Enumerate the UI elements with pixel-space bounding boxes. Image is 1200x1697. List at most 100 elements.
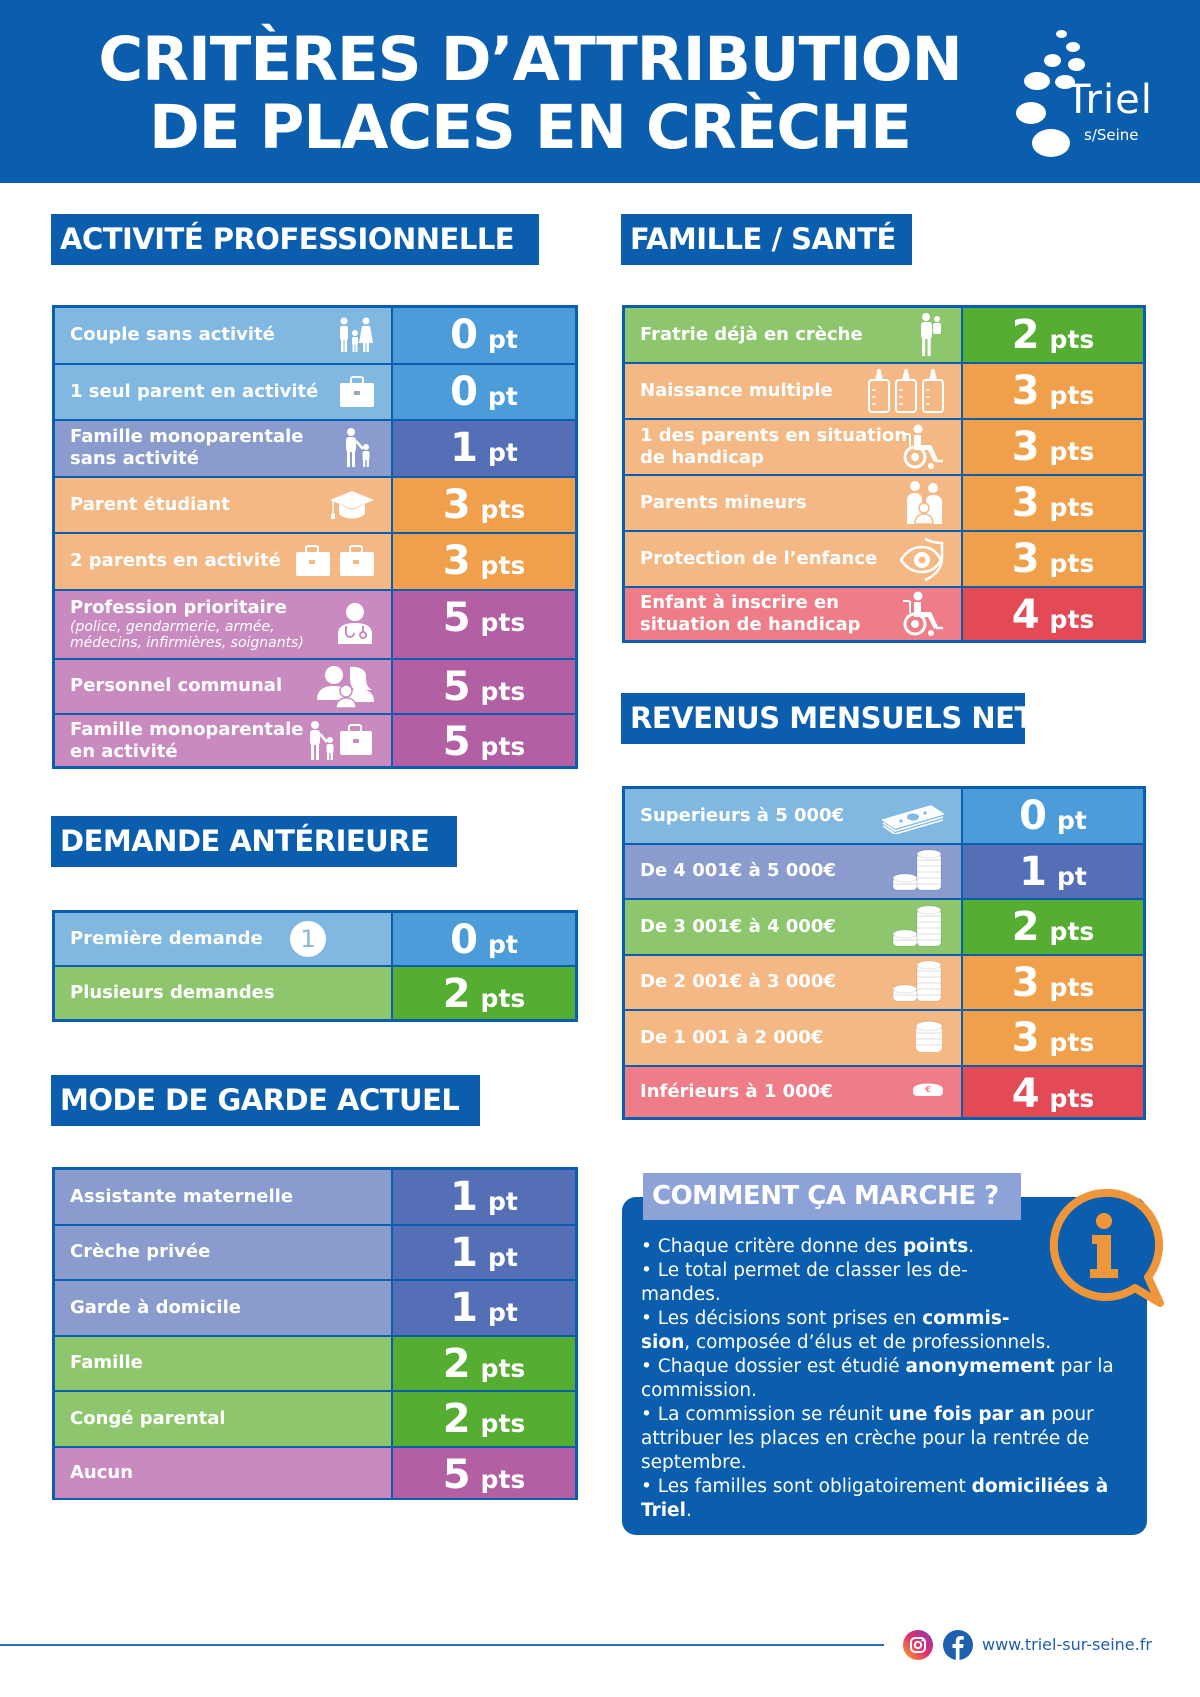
table-row: Première demande 1 0 pt — [55, 913, 575, 965]
points-unit: pts — [1049, 325, 1095, 354]
table-row: Crèche privée 1 pt — [55, 1225, 575, 1279]
section-title-revenus: REVENUS MENSUELS NET — [621, 693, 1034, 744]
points-value: 2 pts — [963, 308, 1143, 362]
criterion-text: De 4 001€ à 5 000€ — [640, 860, 836, 882]
criterion-label: Famille monoparentale sans activité — [55, 421, 391, 476]
points-unit: pts — [1049, 1028, 1095, 1057]
info-icon — [1049, 1188, 1164, 1307]
table-row: Famille 2 pts — [55, 1336, 575, 1390]
criterion-label: 2 parents en activité — [55, 534, 391, 589]
points-number: 0 — [450, 312, 478, 358]
coin-stack-icon — [913, 1020, 945, 1056]
points-unit: pt — [487, 325, 518, 354]
criterion-label: Crèche privée — [55, 1225, 391, 1279]
shield-eye-icon — [899, 536, 945, 582]
criterion-text: Enfant à inscrire en situation de handic… — [640, 592, 861, 635]
table-row: Garde à domicile 1 pt — [55, 1281, 575, 1335]
table-row: Superieurs à 5 000€ 0 pt — [625, 789, 1143, 843]
page-title: CRITÈRES D’ATTRIBUTION DE PLACES EN CRÈC… — [60, 26, 1000, 162]
criterion-label: Congé parental — [55, 1392, 391, 1446]
points-unit: pts — [480, 984, 526, 1013]
logo-subtitle: s/Seine — [1084, 126, 1139, 144]
points-unit: pt — [487, 381, 518, 411]
criterion-text: Protection de l’enfance — [640, 548, 878, 569]
table-demande-anterieure: Première demande 1 0 pt Plusieurs demandes 2 p… — [52, 910, 578, 1022]
info-bullet-text: • La commission se réunit — [641, 1404, 889, 1425]
points-number: 0 — [450, 368, 478, 415]
info-bullet: • Chaque critère donne des points. — [641, 1235, 1141, 1259]
info-bullet: • La commission se réunit une fois par a… — [641, 1403, 1141, 1475]
table-famille-sante: Fratrie déjà en crèche 2 pts Naissance mult… — [622, 305, 1146, 643]
table-row: Congé parental 2 pts — [55, 1392, 575, 1446]
banknotes-icon — [881, 798, 945, 834]
points-value: 1 pt — [393, 1281, 575, 1335]
criterion-label: De 3 001€ à 4 000€ — [625, 900, 961, 954]
criterion-label: Inférieurs à 1 000€ € — [625, 1066, 961, 1117]
info-bullet-continuation: attribuer les places en crèche pour la r… — [641, 1428, 1090, 1449]
table-row: De 3 001€ à 4 000€ 2 pts — [625, 900, 1143, 954]
criterion-text: Assistante maternelle — [70, 1185, 294, 1207]
points-value: 1 pt — [393, 1225, 575, 1279]
points-unit: pts — [1049, 917, 1095, 946]
criterion-text: Personnel communal — [70, 675, 283, 697]
criterion-label: Famille monoparentale en activité — [55, 715, 391, 766]
points-number: 1 — [450, 1174, 478, 1220]
info-bullet-text: par la — [1054, 1356, 1114, 1377]
points-unit: pts — [480, 676, 526, 706]
criterion-label: 1 des parents en situation de handicap — [625, 420, 961, 474]
table-row: Couple sans activité 0 pt — [55, 308, 575, 363]
points-number: 3 — [1011, 480, 1040, 526]
criterion-text: Famille monoparentale sans activité — [70, 426, 304, 470]
wheelchair-icon — [901, 424, 945, 470]
info-bullet-emphasis: points — [902, 1236, 969, 1257]
points-value: 1 pt — [393, 421, 575, 476]
points-unit: pts — [480, 494, 526, 524]
section-title-demande: DEMANDE ANTÉRIEURE — [51, 816, 457, 867]
points-unit: pts — [480, 732, 526, 761]
info-bullet-text: • Le total permet de classer les de- — [641, 1260, 968, 1281]
table-row: 1 des parents en situation de handicap 3 p… — [625, 420, 1143, 474]
points-value: 3 pts — [963, 476, 1143, 530]
points-unit: pts — [1049, 437, 1095, 466]
criterion-label: Couple sans activité — [55, 308, 391, 363]
parent-carrying-child-icon — [915, 312, 945, 358]
baby-bottles-icon — [867, 368, 945, 414]
table-row: Fratrie déjà en crèche 2 pts — [625, 308, 1143, 362]
young-parents-icon — [905, 480, 945, 526]
criterion-text: 1 des parents en situation de handicap — [640, 425, 908, 468]
criterion-text: Famille monoparentale en activité — [70, 718, 304, 762]
criterion-label: Aucun — [55, 1447, 391, 1498]
criterion-label: Fratrie déjà en crèche — [625, 308, 961, 362]
table-row: Naissance multiple 3 pts — [625, 364, 1143, 418]
points-unit: pts — [480, 607, 526, 637]
criterion-label: Famille — [55, 1336, 391, 1390]
coin-stacks-icon — [889, 959, 945, 1005]
info-text: • Chaque critère donne des points. • Le t… — [641, 1235, 1141, 1523]
criterion-text: Première demande — [70, 928, 263, 949]
website-link[interactable]: www.triel-sur-seine.fr — [982, 1635, 1152, 1654]
points-value: 3 pts — [963, 1011, 1143, 1065]
info-bullet-continuation: Triel. — [641, 1499, 1141, 1523]
facebook-icon[interactable] — [943, 1630, 973, 1660]
points-value: 4 pts — [963, 588, 1143, 640]
points-number: 4 — [1011, 1070, 1040, 1117]
points-number: 1 — [1019, 848, 1047, 895]
table-row: Protection de l’enfance 3 pts — [625, 532, 1143, 586]
criterion-label: Profession prioritaire (police, gendarmer… — [55, 590, 391, 658]
criterion-label: Assistante maternelle — [55, 1170, 391, 1224]
points-number: 2 — [442, 1396, 471, 1442]
points-number: 3 — [1011, 959, 1040, 1006]
table-row: Profession prioritaire (police, gendarmer… — [55, 590, 575, 658]
points-unit: pt — [487, 1298, 518, 1327]
section-title-famille: FAMILLE / SANTÉ — [621, 214, 912, 265]
criterion-text: De 1 001 à 2 000€ — [640, 1026, 824, 1048]
criterion-label: Protection de l’enfance — [625, 532, 961, 586]
points-number: 5 — [442, 594, 471, 641]
points-number: 1 — [450, 1285, 478, 1331]
doctor-icon — [335, 602, 375, 646]
criterion-label: Naissance multiple — [625, 364, 961, 418]
instagram-icon[interactable] — [903, 1630, 933, 1660]
page-title-line-1: CRITÈRES D’ATTRIBUTION — [98, 24, 962, 95]
points-unit: pts — [1049, 493, 1095, 522]
points-number: 5 — [442, 663, 471, 710]
